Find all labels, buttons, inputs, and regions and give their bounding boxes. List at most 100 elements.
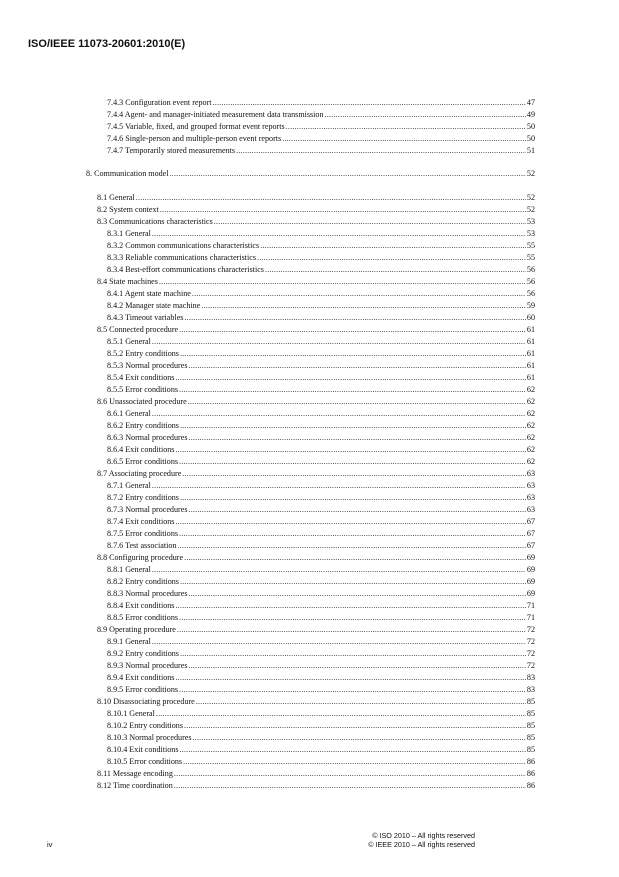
toc-entry-title: 8.10 Disassociating procedure <box>97 697 195 706</box>
toc-entry-title: 7.4.3 Configuration event report <box>107 98 212 107</box>
toc-entry[interactable]: 8. Communication model 52 <box>86 168 535 180</box>
toc-entry-title: 8.9 Operating procedure <box>97 625 176 634</box>
toc-entry[interactable]: 8.8.4 Exit conditions 71 <box>107 600 535 612</box>
toc-leader-dots <box>170 168 526 180</box>
toc-entry[interactable]: 8.6.1 General 62 <box>107 408 535 420</box>
toc-entry-page: 72 <box>526 637 535 646</box>
toc-entry-title: 8.8.4 Exit conditions <box>107 601 175 610</box>
toc-entry-title: 8.8.1 General <box>107 565 151 574</box>
toc-leader-dots <box>152 564 526 576</box>
toc-entry-title: 8.7.3 Normal procedures <box>107 505 188 514</box>
toc-entry[interactable]: 8.3.1 General 53 <box>107 228 535 240</box>
toc-entry[interactable]: 8.6.2 Entry conditions 62 <box>107 420 535 432</box>
toc-entry[interactable]: 8.10 Disassociating procedure 85 <box>97 696 535 708</box>
toc-leader-dots <box>179 684 526 696</box>
toc-leader-dots <box>136 192 526 204</box>
toc-entry[interactable]: 7.4.6 Single-person and multiple-person … <box>107 133 535 145</box>
toc-entry[interactable]: 8.8.3 Normal procedures 69 <box>107 588 535 600</box>
toc-entry[interactable]: 8.5 Connected procedure 61 <box>97 324 535 336</box>
toc-leader-dots <box>179 456 526 468</box>
toc-entry[interactable]: 8.3 Communications characteristics 53 <box>97 216 535 228</box>
toc-entry[interactable]: 8.4 State machines 56 <box>97 276 535 288</box>
toc-leader-dots <box>188 396 526 408</box>
toc-entry[interactable]: 8.7.3 Normal procedures 63 <box>107 504 535 516</box>
toc-leader-dots <box>179 324 526 336</box>
toc-entry-title: 8.9.4 Exit conditions <box>107 673 175 682</box>
toc-entry[interactable]: 8.7.5 Error conditions 67 <box>107 528 535 540</box>
toc-entry[interactable]: 8.3.3 Reliable communications characteri… <box>107 252 535 264</box>
toc-entry[interactable]: 8.6.5 Error conditions 62 <box>107 456 535 468</box>
toc-entry[interactable]: 8.8.2 Entry conditions 69 <box>107 576 535 588</box>
toc-entry[interactable]: 8.8 Configuring procedure 69 <box>97 552 535 564</box>
toc-entry[interactable]: 8.9 Operating procedure 72 <box>97 624 535 636</box>
toc-entry-page: 86 <box>526 781 535 790</box>
toc-entry[interactable]: 8.9.4 Exit conditions 83 <box>107 672 535 684</box>
toc-entry-title: 8.9.1 General <box>107 637 151 646</box>
toc-entry[interactable]: 8.7.1 General 63 <box>107 480 535 492</box>
toc-entry[interactable]: 8.10.3 Normal procedures 85 <box>107 732 535 744</box>
document-header: ISO/IEEE 11073-20601:2010(E) <box>28 38 186 50</box>
toc-entry[interactable]: 8.7.4 Exit conditions 67 <box>107 516 535 528</box>
toc-entry[interactable]: 8.7.2 Entry conditions 63 <box>107 492 535 504</box>
toc-entry[interactable]: 8.9.1 General 72 <box>107 636 535 648</box>
toc-leader-dots <box>265 264 526 276</box>
toc-entry[interactable]: 8.2 System context 52 <box>97 204 535 216</box>
toc-entry[interactable]: 8.12 Time coordination 86 <box>97 780 535 792</box>
toc-entry[interactable]: 8.5.2 Entry conditions 61 <box>107 348 535 360</box>
toc-entry-title: 8.11 Message encoding <box>97 769 173 778</box>
toc-leader-dots <box>175 516 525 528</box>
toc-entry[interactable]: 8.10.1 General 85 <box>107 708 535 720</box>
toc-entry[interactable]: 8.8.1 General 69 <box>107 564 535 576</box>
toc-entry[interactable]: 8.5.1 General 61 <box>107 336 535 348</box>
toc-entry-title: 8.9.5 Error conditions <box>107 685 179 694</box>
table-of-contents: 7.4.3 Configuration event report 47 7.4.4 … <box>0 97 619 792</box>
toc-entry[interactable]: 8.3.4 Best-effort communications charact… <box>107 264 535 276</box>
toc-entry-page: 55 <box>526 241 535 250</box>
toc-entry-title: 8.9.2 Entry conditions <box>107 649 179 658</box>
toc-entry[interactable]: 8.5.5 Error conditions 62 <box>107 384 535 396</box>
toc-entry-title: 7.4.6 Single-person and multiple-person … <box>107 134 282 143</box>
toc-entry[interactable]: 8.5.4 Exit conditions 61 <box>107 372 535 384</box>
toc-entry[interactable]: 8.8.5 Error conditions 71 <box>107 612 535 624</box>
toc-entry-page: 85 <box>526 733 535 742</box>
toc-entry[interactable]: 8.4.1 Agent state machine 56 <box>107 288 535 300</box>
toc-entry[interactable]: 8.4.3 Timeout variables 60 <box>107 312 535 324</box>
toc-entry-page: 67 <box>526 517 535 526</box>
toc-leader-dots <box>325 109 526 121</box>
toc-leader-dots <box>152 408 526 420</box>
toc-entry-page: 61 <box>526 349 535 358</box>
toc-entry[interactable]: 8.1 General 52 <box>97 192 535 204</box>
toc-leader-dots <box>188 660 525 672</box>
toc-entry[interactable]: 8.9.3 Normal procedures 72 <box>107 660 535 672</box>
toc-entry[interactable]: 8.9.2 Entry conditions 72 <box>107 648 535 660</box>
toc-entry[interactable]: 8.10.5 Error conditions 86 <box>107 756 535 768</box>
toc-leader-dots <box>286 121 526 133</box>
toc-entry[interactable]: 7.4.5 Variable, fixed, and grouped forma… <box>107 121 535 133</box>
toc-entry[interactable]: 8.10.2 Entry conditions 85 <box>107 720 535 732</box>
toc-entry[interactable]: 8.7 Associating procedure 63 <box>97 468 535 480</box>
toc-entry[interactable]: 8.6.4 Exit conditions 62 <box>107 444 535 456</box>
toc-entry-title: 8.3.4 Best-effort communications charact… <box>107 265 264 274</box>
toc-entry[interactable]: 8.7.6 Test association 67 <box>107 540 535 552</box>
toc-entry[interactable]: 8.5.3 Normal procedures 61 <box>107 360 535 372</box>
toc-leader-dots <box>152 228 526 240</box>
toc-entry-page: 71 <box>526 601 535 610</box>
toc-entry[interactable]: 8.4.2 Manager state machine 59 <box>107 300 535 312</box>
toc-leader-dots <box>201 300 526 312</box>
toc-entry[interactable]: 7.4.4 Agent- and manager-initiated measu… <box>107 109 535 121</box>
toc-entry-title: 8.8.5 Error conditions <box>107 613 179 622</box>
toc-entry[interactable]: 8.3.2 Common communications characterist… <box>107 240 535 252</box>
toc-entry-page: 52 <box>526 193 535 202</box>
toc-entry[interactable]: 8.6.3 Normal procedures 62 <box>107 432 535 444</box>
toc-entry-page: 62 <box>526 457 535 466</box>
toc-entry-page: 85 <box>526 745 535 754</box>
toc-leader-dots <box>175 600 525 612</box>
toc-entry[interactable]: 8.11 Message encoding 86 <box>97 768 535 780</box>
toc-entry[interactable]: 8.10.4 Exit conditions 85 <box>107 744 535 756</box>
toc-entry-page: 83 <box>526 673 535 682</box>
toc-leader-dots <box>184 312 525 324</box>
toc-entry[interactable]: 8.9.5 Error conditions 83 <box>107 684 535 696</box>
toc-entry[interactable]: 7.4.3 Configuration event report 47 <box>107 97 535 109</box>
toc-entry[interactable]: 7.4.7 Temporarily stored measurements 51 <box>107 145 535 157</box>
toc-entry[interactable]: 8.6 Unassociated procedure 62 <box>97 396 535 408</box>
